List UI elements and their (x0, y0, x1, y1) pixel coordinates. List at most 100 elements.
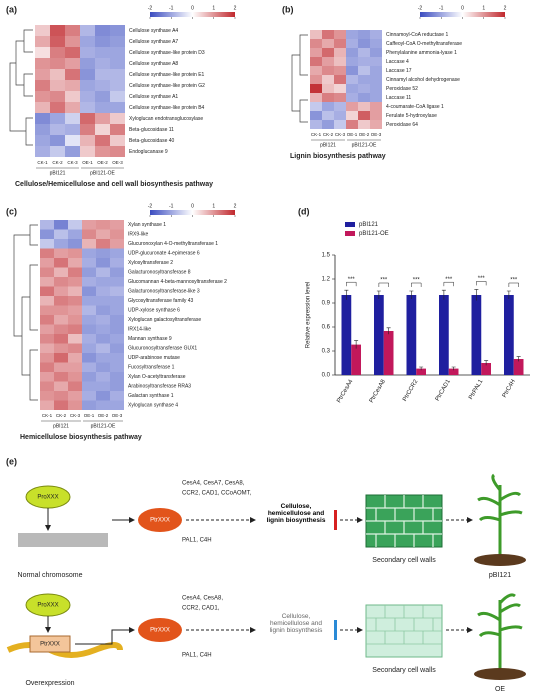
heatmap-cell (40, 343, 54, 353)
heatmap-cell (54, 305, 68, 315)
panel-label: (b) (282, 4, 294, 14)
heatmap-cell (370, 111, 382, 120)
error-bar (376, 290, 381, 299)
down-bar (334, 620, 337, 640)
chromosome-label: Normal chromosome (18, 572, 83, 579)
heatmap-cell (110, 391, 124, 401)
sig-bracket (508, 282, 519, 287)
heatmap-cell (40, 277, 54, 287)
heatmap-cell (110, 248, 124, 258)
heatmap-cell (35, 146, 50, 157)
scale-tick-label: 2 (234, 5, 237, 11)
wall-bricks (366, 605, 442, 645)
column-label: OE-2 (98, 413, 109, 418)
bar (351, 344, 361, 375)
heatmap-cell (40, 239, 54, 249)
heatmap-cell (96, 362, 110, 372)
x-tick-label: PtrCesA8 (369, 378, 387, 404)
row-label: Ferulate 5-hydroxylase (386, 113, 437, 119)
bar (416, 368, 426, 375)
y-tick-label: 0.3 (322, 349, 331, 355)
heatmap-cell (346, 120, 358, 129)
heatmap-cell (82, 248, 96, 258)
row-label: Phenylalanine ammonia-lyase 1 (386, 50, 457, 56)
heatmap-cell (68, 296, 82, 306)
heatmap-cell (334, 93, 346, 102)
heatmap-cell (346, 57, 358, 66)
pathway: Cellulose, hemicellulose and lignin bios… (266, 503, 326, 524)
heatmap-cell (82, 296, 96, 306)
heatmap-cell (54, 315, 68, 325)
wall-bricks (366, 495, 442, 547)
heatmap-cell (96, 220, 110, 230)
heatmap-cell (35, 113, 50, 124)
scale-tick-label: 1 (212, 5, 215, 11)
heatmap-cell (358, 57, 370, 66)
heatmap-cell (334, 111, 346, 120)
column-label: OE-1 (84, 413, 95, 418)
row-label: Fucosyltransferase 1 (128, 365, 175, 371)
heatmap-cell (96, 372, 110, 382)
heatmap-cell (110, 58, 125, 69)
sig-bracket (346, 281, 357, 287)
column-label: OE-3 (112, 160, 123, 165)
heatmap-cell (40, 296, 54, 306)
legend-swatch (345, 231, 355, 236)
heatmap-cell (96, 258, 110, 268)
heatmap-cell (96, 334, 110, 344)
heatmap-cell (40, 353, 54, 363)
heatmap-cell (334, 75, 346, 84)
heatmap-cell (40, 362, 54, 372)
heatmap-cell (35, 47, 50, 58)
heatmap-cell (68, 334, 82, 344)
heatmap-cell (110, 135, 125, 146)
column-label: OE-1 (82, 160, 93, 165)
heatmap-cell (322, 48, 334, 57)
heatmap-cell (82, 220, 96, 230)
heatmap-cell (54, 391, 68, 401)
row-label: Cellulose synthase-like protein B4 (129, 105, 205, 111)
heatmap-cell (65, 80, 80, 91)
heatmap-cell (54, 324, 68, 334)
plant-label: OE (495, 686, 505, 693)
sig-bracket (443, 281, 454, 287)
heatmap-cell (110, 91, 125, 102)
heatmap-cell (358, 120, 370, 129)
heatmap-cell (35, 135, 50, 146)
heatmap-cell (310, 111, 322, 120)
bar (481, 363, 491, 375)
heatmap-cell (95, 113, 110, 124)
heatmap-cell (54, 258, 68, 268)
row-label: Xyloglucan synthase 4 (128, 403, 178, 409)
bar (504, 295, 514, 375)
row-label: UDP-arabinose mutase (128, 355, 180, 361)
bar (471, 295, 482, 375)
row-label: Laccase 11 (386, 95, 411, 101)
gene-box-label: PtrXXX (40, 642, 60, 648)
heatmap-cell (68, 248, 82, 258)
scale-tick-label: 1 (482, 5, 485, 11)
heatmap-cell (334, 84, 346, 93)
heatmap-cell (96, 353, 110, 363)
heatmap-cell (68, 391, 82, 401)
heatmap-cell (96, 277, 110, 287)
heatmap-cell (96, 248, 110, 258)
heatmap-cell (40, 267, 54, 277)
column-label: CK-2 (52, 160, 63, 165)
heatmap-cell (50, 36, 65, 47)
heatmap-cell (334, 30, 346, 39)
heatmap-cell (40, 305, 54, 315)
column-label: OE-1 (347, 132, 358, 137)
error-bar (474, 289, 479, 301)
y-tick-label: 1.5 (322, 253, 331, 259)
heatmap-cell (310, 120, 322, 129)
column-label: OE-3 (112, 413, 123, 418)
heatmap-cell (358, 66, 370, 75)
heatmap-cell (96, 400, 110, 410)
color-scale (150, 210, 235, 215)
heatmap-cell (96, 315, 110, 325)
sig-bracket (378, 282, 389, 287)
heatmap-cell (65, 36, 80, 47)
heatmap-cell (80, 113, 95, 124)
